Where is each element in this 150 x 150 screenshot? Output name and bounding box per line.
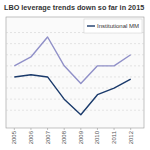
- title: LBO leverage trends down so far in 2015: [4, 3, 144, 12]
- grid-line: [6, 54, 144, 55]
- x-tick: [47, 128, 48, 130]
- grid-line: [6, 65, 144, 66]
- legend-box: [84, 19, 142, 33]
- x-tick: [114, 128, 115, 130]
- grid-line: [6, 99, 144, 100]
- x-tick: [14, 128, 15, 130]
- legend-swatch: [87, 25, 95, 26]
- x-tick: [80, 128, 81, 130]
- x-tick-label: 2012: [128, 130, 134, 144]
- x-tick-label: 2008: [61, 130, 67, 144]
- x-tick-label: 2007: [45, 130, 51, 144]
- grid-line: [6, 88, 144, 89]
- series-line: [14, 75, 130, 115]
- x-tick: [30, 128, 31, 130]
- grid-line: [6, 43, 144, 44]
- x-tick-label: 2011: [111, 130, 117, 144]
- x-tick: [130, 128, 131, 130]
- x-tick: [64, 128, 65, 130]
- chart-container: LBO leverage trends down so far in 2015 2…: [0, 0, 150, 150]
- chart: LBO leverage trends down so far in 2015 2…: [0, 0, 150, 150]
- series-line: [14, 37, 130, 84]
- plot-area: [14, 37, 130, 115]
- plot-frame: [6, 17, 144, 128]
- legend: Institutional MM: [84, 19, 142, 33]
- x-tick-label: 2005: [11, 130, 17, 144]
- x-tick-label: 2009: [78, 130, 84, 144]
- x-tick-label: 2006: [28, 130, 34, 144]
- legend-label: Institutional MM: [97, 23, 139, 29]
- x-tick: [97, 128, 98, 130]
- x-tick-label: 2010: [94, 130, 100, 144]
